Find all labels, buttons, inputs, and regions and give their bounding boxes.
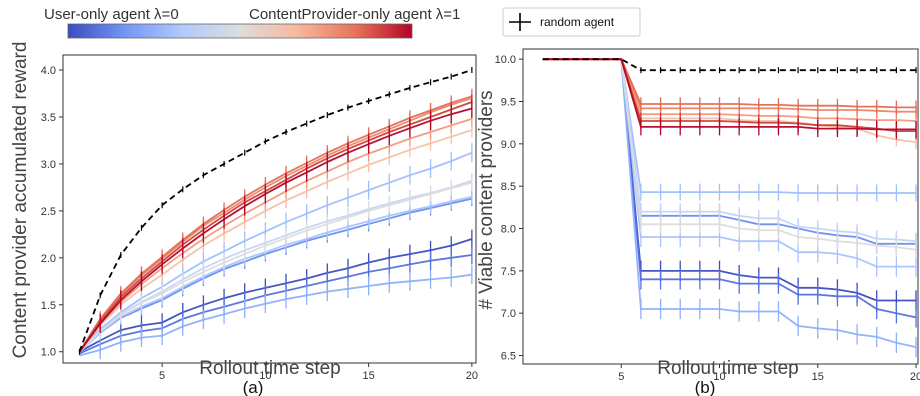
series-7 bbox=[78, 173, 473, 353]
chart-b-ylabel: # Viable content providers bbox=[476, 90, 497, 309]
chart-a-x-ticks: 5 10 15 20 bbox=[159, 363, 478, 382]
chart-b-plot-frame bbox=[522, 48, 919, 365]
colorbar-gradient bbox=[67, 23, 413, 39]
series-line bbox=[542, 58, 916, 109]
series-line bbox=[78, 181, 473, 353]
colorbar-right-label: ContentProvider-only agent λ=1 bbox=[249, 6, 460, 23]
series-5 bbox=[78, 189, 473, 353]
series-line bbox=[79, 273, 473, 357]
chart-b-x-ticks: 5 10 15 20 bbox=[618, 364, 920, 383]
series-line bbox=[542, 58, 917, 251]
y-tick-label: 8.0 bbox=[501, 224, 516, 236]
series-line bbox=[79, 238, 473, 353]
random-agent-line bbox=[78, 69, 473, 353]
series-line bbox=[78, 179, 473, 353]
series-line bbox=[542, 58, 917, 243]
series-line bbox=[542, 58, 917, 319]
y-tick-label: 1.5 bbox=[41, 300, 56, 312]
series-8 bbox=[542, 58, 917, 259]
series-line bbox=[542, 58, 916, 268]
y-tick-label: 6.5 bbox=[501, 351, 516, 363]
random-agent-line bbox=[542, 58, 916, 72]
chart-a-y-ticks: 1.0 1.5 2.0 2.5 3.0 3.5 4.0 bbox=[41, 65, 63, 359]
x-tick-label: 10 bbox=[259, 370, 271, 382]
series-9 bbox=[78, 122, 473, 353]
series-1 bbox=[542, 58, 917, 311]
y-tick-label: 7.5 bbox=[501, 266, 516, 278]
chart-b-random-agent bbox=[542, 58, 917, 74]
chart-a-panel-label: (a) bbox=[243, 378, 264, 396]
series-line bbox=[78, 97, 473, 353]
chart-b-xlabel: Rollout time step bbox=[657, 358, 799, 379]
chart-a-ylabel: Content provider accumulated reward bbox=[10, 42, 31, 359]
y-tick-label: 3.5 bbox=[41, 112, 56, 124]
chart-a: 1.0 1.5 2.0 2.5 3.0 3.5 4.0 5 10 15 20 Rollout ti… bbox=[10, 42, 478, 396]
series-line bbox=[542, 58, 917, 122]
x-tick-label: 20 bbox=[910, 371, 920, 383]
chart-b-panel-label: (b) bbox=[695, 378, 716, 396]
series-11 bbox=[542, 58, 917, 119]
series-12 bbox=[542, 58, 917, 115]
series-13 bbox=[78, 94, 473, 353]
x-tick-label: 20 bbox=[466, 370, 478, 382]
chart-a-plot-frame bbox=[62, 54, 477, 364]
series-line bbox=[542, 58, 917, 348]
colorbar-left-label: User-only agent λ=0 bbox=[44, 6, 179, 23]
series-line bbox=[542, 58, 916, 245]
chart-b-y-ticks: 6.5 7.0 7.5 8.0 8.5 9.0 9.5 10.0 bbox=[495, 54, 523, 363]
x-tick-label: 5 bbox=[159, 370, 165, 382]
series-3 bbox=[79, 265, 473, 360]
y-tick-label: 1.0 bbox=[41, 347, 56, 359]
series-line bbox=[78, 151, 473, 353]
chart-b: 6.5 7.0 7.5 8.0 8.5 9.0 9.5 10.0 5 10 15 20 Rollou… bbox=[476, 48, 920, 396]
x-tick-label: 10 bbox=[713, 371, 725, 383]
legend-box bbox=[502, 7, 641, 37]
chart-a-series bbox=[78, 88, 473, 360]
series-line bbox=[78, 95, 473, 353]
series-line bbox=[78, 101, 473, 353]
series-line bbox=[78, 197, 473, 353]
y-tick-label: 9.0 bbox=[501, 139, 516, 151]
series-line bbox=[78, 118, 473, 353]
y-tick-label: 7.0 bbox=[501, 308, 516, 320]
y-tick-label: 3.0 bbox=[41, 159, 56, 171]
y-tick-label: 9.5 bbox=[501, 97, 516, 109]
chart-a-random-agent bbox=[78, 67, 473, 355]
series-line bbox=[542, 58, 916, 302]
y-tick-label: 8.5 bbox=[501, 181, 516, 193]
series-14 bbox=[78, 99, 473, 353]
x-tick-label: 15 bbox=[812, 371, 824, 383]
series-11 bbox=[78, 90, 473, 353]
colorbar: User-only agent λ=0 ContentProvider-only… bbox=[44, 6, 460, 39]
series-line bbox=[78, 107, 473, 353]
chart-b-series bbox=[542, 58, 917, 358]
x-tick-label: 5 bbox=[618, 371, 624, 383]
y-tick-label: 4.0 bbox=[41, 65, 56, 77]
series-6 bbox=[78, 143, 473, 353]
series-4 bbox=[78, 191, 473, 353]
series-12 bbox=[78, 88, 473, 353]
chart-a-xlabel: Rollout time step bbox=[199, 358, 341, 379]
y-tick-label: 10.0 bbox=[495, 54, 516, 66]
series-7 bbox=[542, 58, 917, 250]
series-line bbox=[78, 129, 473, 353]
legend-label: random agent bbox=[540, 15, 615, 29]
y-tick-label: 2.5 bbox=[41, 206, 56, 218]
y-tick-label: 2.0 bbox=[41, 253, 56, 265]
series-line bbox=[542, 58, 917, 143]
series-4 bbox=[542, 58, 917, 254]
series-line bbox=[79, 254, 473, 355]
legend: random agent bbox=[502, 7, 641, 37]
series-line bbox=[78, 195, 473, 353]
x-tick-label: 15 bbox=[362, 370, 374, 382]
series-8 bbox=[78, 175, 473, 353]
